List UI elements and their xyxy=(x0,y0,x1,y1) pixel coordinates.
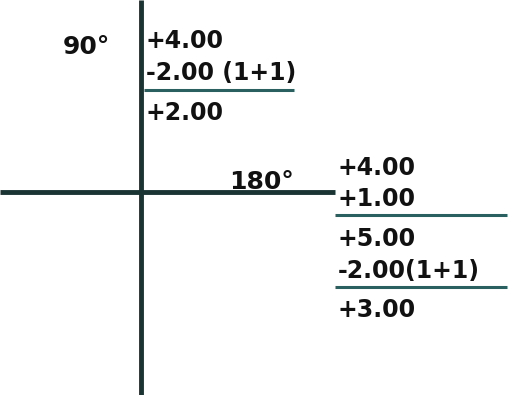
Text: +2.00: +2.00 xyxy=(146,101,224,124)
Text: 180°: 180° xyxy=(229,170,294,194)
Text: 90°: 90° xyxy=(62,36,110,59)
Text: +4.00: +4.00 xyxy=(338,156,416,180)
Text: +4.00: +4.00 xyxy=(146,30,224,53)
Text: -2.00(1+1): -2.00(1+1) xyxy=(338,259,480,282)
Text: +5.00: +5.00 xyxy=(338,227,416,251)
Text: +3.00: +3.00 xyxy=(338,298,416,322)
Text: -2.00 (1+1): -2.00 (1+1) xyxy=(146,61,296,85)
Text: +1.00: +1.00 xyxy=(338,188,416,211)
